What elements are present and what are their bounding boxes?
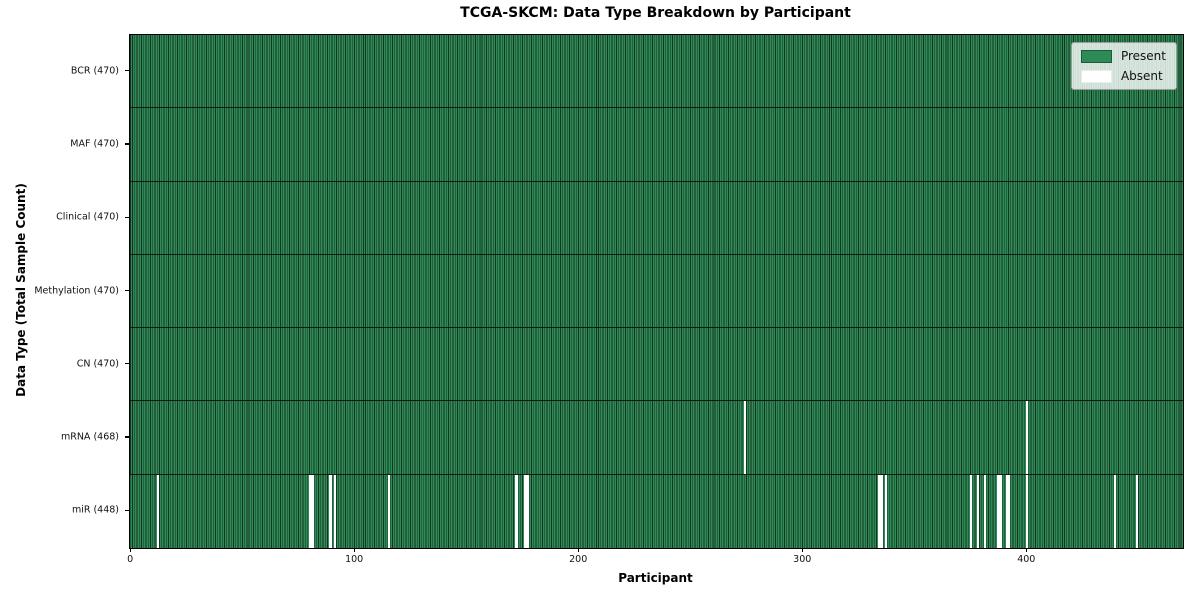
ytick-label-maf: MAF (470) — [70, 138, 119, 150]
absent-stripe-mir-80 — [309, 474, 312, 548]
xtick-mark-200 — [577, 548, 579, 552]
xtick-label-300: 300 — [793, 554, 812, 565]
absent-stripe-mir-334 — [878, 474, 881, 548]
absent-stripe-mir-449 — [1135, 474, 1139, 548]
heatmap-row-cn — [130, 328, 1183, 402]
legend-label-present: Present — [1120, 49, 1166, 63]
absent-stripe-mir-387 — [997, 474, 1000, 548]
x-axis-title: Participant — [618, 571, 693, 585]
xtick-label-0: 0 — [127, 554, 134, 565]
heatmap-rows — [130, 35, 1183, 548]
xtick-mark-400 — [1025, 548, 1027, 552]
absent-stripe-mir-391 — [1006, 474, 1009, 548]
legend-label-absent: Absent — [1120, 69, 1163, 83]
xtick-label-100: 100 — [345, 554, 364, 565]
legend-item-absent: Absent — [1080, 69, 1166, 83]
absent-stripe-mir-335 — [880, 474, 883, 548]
legend-swatch-present — [1080, 49, 1112, 63]
ytick-mark-maf — [125, 143, 129, 145]
absent-stripe-mir-388 — [999, 474, 1002, 548]
ytick-mark-mrna — [125, 436, 129, 438]
heatmap-row-mrna — [130, 401, 1183, 475]
absent-stripe-mrna-274 — [743, 401, 747, 474]
absent-stripe-mir-375 — [970, 474, 973, 548]
ytick-label-cn: CN (470) — [76, 358, 119, 370]
absent-stripe-mir-176 — [524, 474, 527, 548]
ytick-label-methylation: Methylation (470) — [34, 285, 119, 296]
absent-stripe-mir-91 — [333, 474, 337, 548]
absent-stripe-mir-89 — [329, 474, 332, 548]
plot-area: Present Absent — [129, 34, 1184, 549]
heatmap-row-maf — [130, 108, 1183, 182]
ytick-mark-clinical — [125, 216, 129, 218]
ytick-mark-cn — [125, 363, 129, 365]
ytick-label-mrna: mRNA (468) — [60, 431, 119, 443]
heatmap-row-mir — [130, 474, 1183, 548]
absent-stripe-mir-337 — [885, 474, 888, 548]
legend-item-present: Present — [1080, 49, 1166, 63]
xtick-mark-0 — [129, 548, 131, 552]
heatmap-row-clinical — [130, 181, 1183, 255]
legend: Present Absent — [1070, 42, 1177, 90]
ytick-mark-methylation — [125, 289, 129, 292]
ytick-label-clinical: Clinical (470) — [56, 211, 119, 223]
absent-stripe-mir-439 — [1113, 474, 1116, 548]
xtick-label-200: 200 — [569, 554, 588, 565]
xtick-label-400: 400 — [1017, 554, 1036, 565]
xtick-mark-300 — [801, 548, 803, 552]
absent-stripe-mir-378 — [976, 474, 980, 548]
ytick-label-bcr: BCR (470) — [70, 65, 119, 77]
xtick-mark-100 — [353, 548, 355, 552]
absent-stripe-mir-115 — [387, 474, 390, 548]
absent-stripe-mrna-400 — [1026, 401, 1029, 474]
ytick-mark-mir — [125, 509, 129, 511]
ytick-label-mir: miR (448) — [71, 504, 119, 516]
absent-stripe-mir-392 — [1008, 474, 1011, 548]
ytick-mark-bcr — [125, 70, 129, 72]
absent-stripe-mir-381 — [983, 474, 986, 548]
absent-stripe-mir-12 — [156, 474, 160, 548]
heatmap-row-methylation — [130, 254, 1183, 329]
absent-stripe-mir-177 — [526, 474, 529, 548]
absent-stripe-mir-400 — [1026, 474, 1029, 548]
heatmap-row-bcr — [130, 35, 1183, 109]
absent-stripe-mir-172 — [515, 474, 518, 548]
chart-title: TCGA-SKCM: Data Type Breakdown by Partic… — [460, 5, 851, 21]
legend-swatch-absent — [1080, 69, 1112, 83]
absent-stripe-mir-81 — [311, 474, 314, 548]
